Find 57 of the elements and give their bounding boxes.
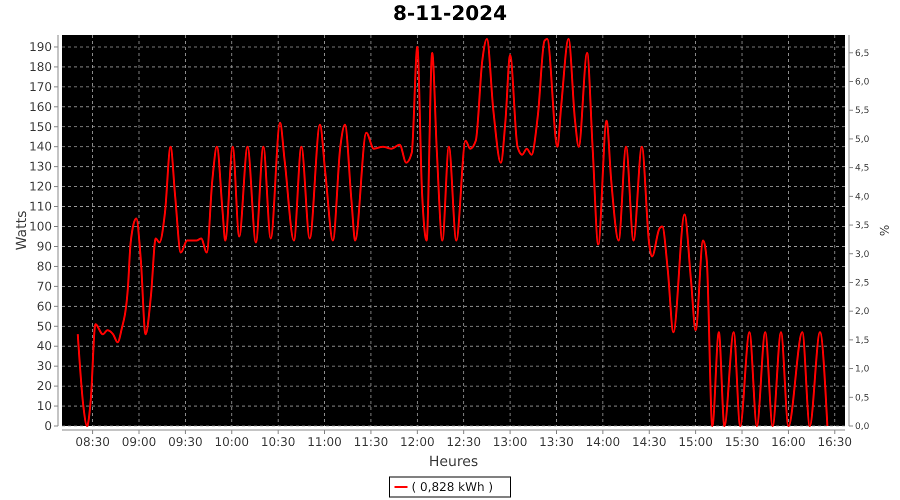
y-tick-label: 30 [36, 359, 52, 374]
y2-tick-label: 6,5 [855, 48, 870, 59]
x-tick-label: 12:00 [400, 435, 435, 449]
y-tick-label: 190 [29, 40, 52, 54]
x-tick-label: 14:30 [632, 435, 667, 449]
x-tick-label: 16:30 [818, 435, 852, 449]
y2-tick-label: 0,5 [855, 393, 870, 404]
x-tick-label: 14:00 [586, 435, 620, 449]
y-tick-label: 160 [29, 100, 52, 114]
x-tick-label: 13:30 [539, 435, 574, 449]
x-tick-label: 16:00 [771, 435, 806, 449]
x-tick-label: 11:30 [354, 435, 388, 449]
y2-tick-label: 6,0 [855, 78, 870, 88]
y2-tick-label: 5,5 [855, 106, 870, 116]
y2-tick-label: 4,0 [855, 192, 870, 202]
y2-tick-label: 4,5 [855, 164, 870, 174]
y-tick-label: 20 [36, 379, 52, 394]
x-tick-label: 15:00 [678, 435, 713, 449]
y2-tick-label: 3,5 [855, 221, 870, 232]
y-tick-label: 120 [29, 180, 52, 194]
y-axis-title: Watts [14, 210, 30, 250]
x-tick-label: 08:30 [75, 435, 110, 449]
y-tick-label: 50 [36, 319, 52, 334]
legend-label: ( 0,828 kWh ) [412, 480, 494, 494]
y2-axis-title: % [877, 224, 891, 236]
y-tick-label: 0 [44, 419, 52, 433]
y-tick-label: 70 [36, 279, 52, 294]
y2-tick-label: 2,5 [855, 278, 870, 288]
chart-title: 8-11-2024 [392, 1, 508, 25]
y-tick-label: 10 [36, 399, 52, 414]
y-tick-label: 90 [36, 239, 52, 254]
y-tick-label: 100 [29, 220, 52, 234]
y-tick-label: 150 [29, 120, 52, 134]
y-tick-label: 140 [29, 140, 52, 154]
x-tick-label: 13:00 [492, 435, 528, 449]
y2-tick-label: 0,0 [855, 422, 870, 432]
y-tick-label: 40 [36, 339, 52, 354]
y-tick-label: 170 [29, 80, 52, 94]
y2-tick-label: 1,0 [855, 364, 870, 375]
x-tick-label: 09:00 [122, 435, 156, 449]
y-tick-label: 110 [29, 200, 52, 214]
y2-tick-label: 1,5 [855, 336, 870, 346]
x-tick-label: 09:30 [168, 435, 203, 449]
x-tick-label: 11:00 [307, 435, 342, 449]
x-tick-label: 10:30 [260, 435, 296, 449]
x-tick-label: 12:30 [446, 435, 481, 449]
y-tick-label: 80 [36, 259, 52, 274]
x-axis-title: Heures [428, 454, 478, 470]
line-series [76, 38, 828, 427]
x-tick-label: 15:30 [724, 435, 760, 449]
y2-tick-label: 2,0 [855, 307, 870, 318]
y-tick-label: 60 [36, 299, 52, 314]
x-tick-label: 10:00 [214, 435, 250, 449]
y-tick-label: 130 [29, 160, 52, 174]
y2-tick-label: 5,0 [855, 134, 870, 145]
y-tick-label: 180 [29, 60, 52, 74]
y2-tick-label: 3,0 [855, 250, 870, 260]
